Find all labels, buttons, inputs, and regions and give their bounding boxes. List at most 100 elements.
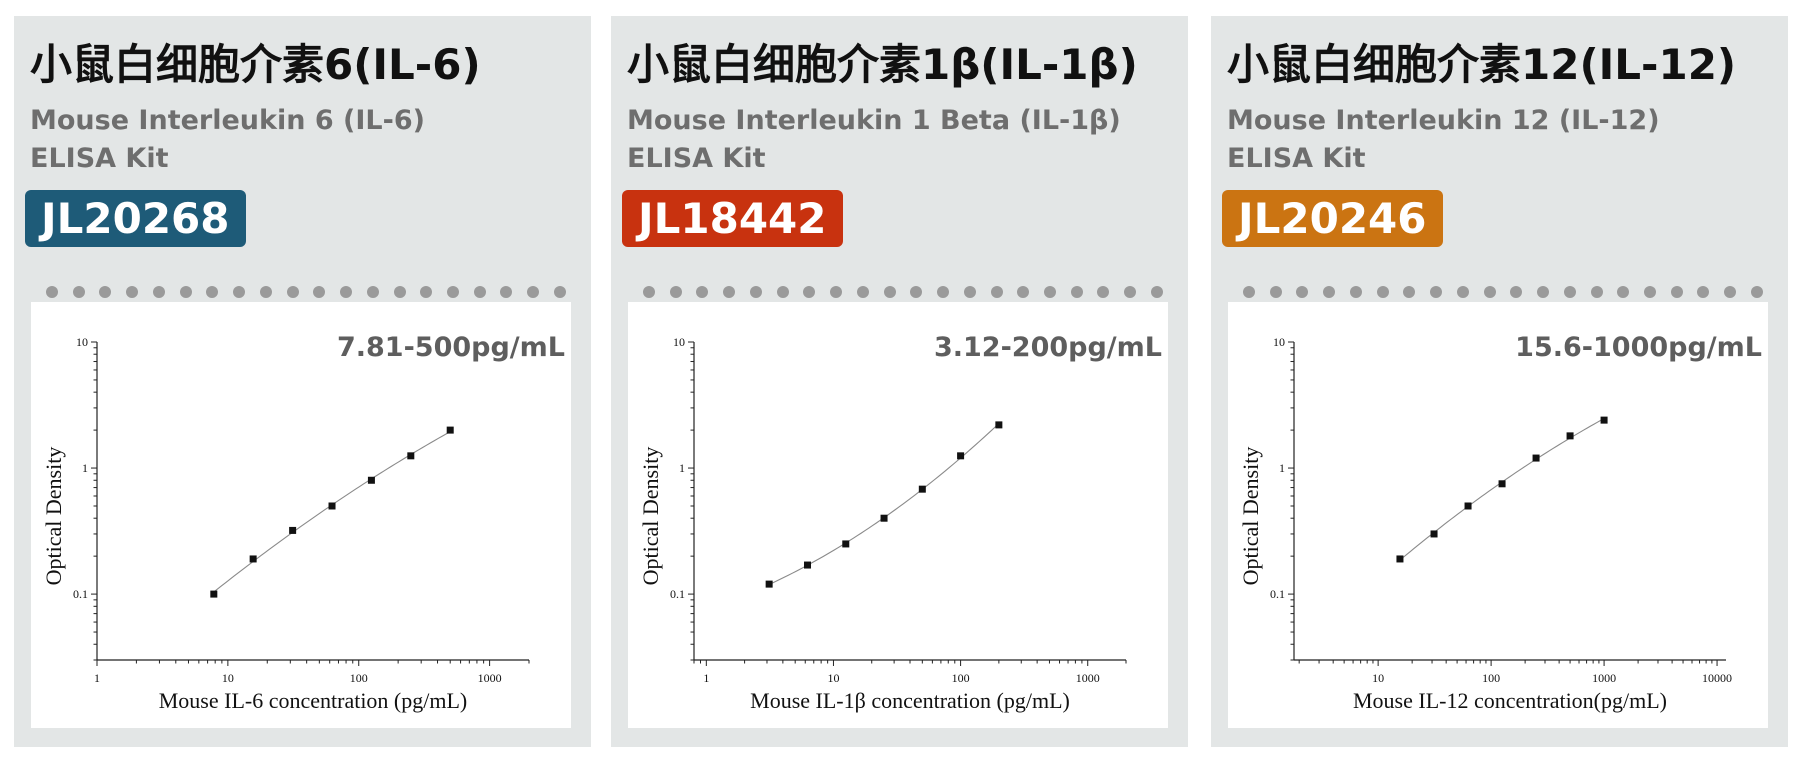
divider-dot bbox=[46, 286, 58, 298]
product-title-en-line2: ELISA Kit bbox=[1227, 143, 1366, 174]
x-tick-label: 1000 bbox=[1592, 671, 1616, 685]
y-axis-title: Optical Density bbox=[1238, 447, 1263, 586]
divider-dot bbox=[366, 286, 379, 298]
x-tick-label: 100 bbox=[1482, 671, 1500, 685]
divider-dot bbox=[1670, 286, 1683, 298]
divider-dot bbox=[990, 286, 1003, 298]
x-axis-title: Mouse IL-6 concentration (pg/mL) bbox=[159, 688, 468, 713]
data-point bbox=[804, 561, 812, 569]
x-tick-label: 10 bbox=[1372, 671, 1384, 685]
log-log-chart: 1 10 100 1000 0.1 1 10 Mouse IL-1β concentratio… bbox=[638, 335, 1127, 713]
divider-dot bbox=[643, 286, 655, 298]
divider-dot bbox=[776, 286, 789, 298]
dot-divider bbox=[1243, 285, 1763, 299]
fit-curve bbox=[213, 431, 451, 593]
divider-dot bbox=[1323, 286, 1336, 298]
data-point bbox=[1430, 530, 1438, 538]
divider-dot bbox=[749, 286, 762, 298]
x-axis-title: Mouse IL-1β concentration (pg/mL) bbox=[750, 688, 1070, 713]
detection-range: 7.81-500pg/mL bbox=[336, 332, 565, 363]
product-title-en-line2: ELISA Kit bbox=[627, 143, 766, 174]
divider-dot bbox=[286, 286, 299, 298]
divider-dot bbox=[1644, 286, 1657, 298]
divider-dot bbox=[1376, 286, 1389, 298]
data-point bbox=[957, 452, 965, 460]
data-point bbox=[1498, 480, 1506, 488]
y-tick-label: 10 bbox=[1273, 335, 1285, 349]
y-tick-label: 1 bbox=[1279, 461, 1285, 475]
fit-curve bbox=[1399, 418, 1605, 561]
divider-dot bbox=[723, 286, 736, 298]
divider-dot bbox=[152, 286, 165, 298]
divider-dot bbox=[696, 286, 709, 298]
data-point bbox=[249, 555, 257, 563]
divider-dot bbox=[803, 286, 816, 298]
divider-dot bbox=[937, 286, 950, 298]
divider-dot bbox=[1617, 286, 1630, 298]
x-tick-label: 1000 bbox=[478, 671, 502, 685]
data-point bbox=[880, 514, 888, 522]
data-point bbox=[367, 476, 375, 484]
divider-dot bbox=[1017, 286, 1030, 298]
product-title-cn: 小鼠白细胞介素1β(IL-1β) bbox=[627, 40, 1138, 89]
log-log-chart: 10 100 1000 10000 0.1 1 10 Mouse IL-12 concentr… bbox=[1238, 335, 1732, 713]
catalog-badge: JL20246 bbox=[1222, 190, 1443, 247]
divider-dot bbox=[340, 286, 353, 298]
divider-dot bbox=[527, 286, 540, 298]
x-tick-label: 10 bbox=[222, 671, 234, 685]
product-title-en: Mouse Interleukin 1 Beta (IL-1β) ELISA K… bbox=[627, 102, 1121, 178]
divider-dot bbox=[420, 286, 433, 298]
product-card-il12: 小鼠白细胞介素12(IL-12) Mouse Interleukin 12 (I… bbox=[1211, 16, 1788, 747]
divider-dot bbox=[1697, 286, 1710, 298]
chart-panel: 15.6-1000pg/mL 10 100 1000 10000 0.1 1 10 Mouse… bbox=[1228, 302, 1768, 728]
divider-dot bbox=[1097, 286, 1110, 298]
divider-dot bbox=[910, 286, 923, 298]
product-card-il6: 小鼠白细胞介素6(IL-6) Mouse Interleukin 6 (IL-6… bbox=[14, 16, 591, 747]
divider-dot bbox=[830, 286, 843, 298]
divider-dot bbox=[883, 286, 896, 298]
chart-panel: 7.81-500pg/mL 1 10 100 1000 0.1 1 10 Mouse IL-6… bbox=[31, 302, 571, 728]
divider-dot bbox=[553, 286, 566, 298]
divider-dot bbox=[1590, 286, 1603, 298]
divider-dot bbox=[1349, 286, 1362, 298]
divider-dot bbox=[1537, 286, 1550, 298]
divider-dot bbox=[1150, 286, 1163, 298]
y-tick-label: 0.1 bbox=[670, 587, 685, 601]
divider-dot bbox=[1070, 286, 1083, 298]
x-tick-label: 100 bbox=[350, 671, 368, 685]
divider-dot bbox=[1750, 286, 1763, 298]
x-axis-title: Mouse IL-12 concentration(pg/mL) bbox=[1353, 688, 1667, 713]
product-title-en: Mouse Interleukin 12 (IL-12) ELISA Kit bbox=[1227, 102, 1660, 178]
divider-dot bbox=[1563, 286, 1576, 298]
divider-dot bbox=[447, 286, 460, 298]
divider-dot bbox=[1430, 286, 1443, 298]
data-point bbox=[446, 426, 454, 434]
x-tick-label: 1 bbox=[703, 671, 709, 685]
y-tick-label: 0.1 bbox=[1270, 587, 1285, 601]
y-tick-label: 1 bbox=[679, 461, 685, 475]
divider-dot bbox=[856, 286, 869, 298]
divider-dot bbox=[1724, 286, 1737, 298]
product-title-cn: 小鼠白细胞介素12(IL-12) bbox=[1227, 40, 1737, 89]
divider-dot bbox=[179, 286, 192, 298]
divider-dot bbox=[669, 286, 682, 298]
data-point bbox=[289, 526, 297, 534]
y-axis-title: Optical Density bbox=[638, 447, 663, 586]
x-tick-label: 100 bbox=[952, 671, 970, 685]
divider-dot bbox=[233, 286, 246, 298]
divider-dot bbox=[500, 286, 513, 298]
fit-curve bbox=[768, 423, 1000, 585]
divider-dot bbox=[72, 286, 85, 298]
divider-dot bbox=[1456, 286, 1469, 298]
divider-dot bbox=[1296, 286, 1309, 298]
y-axis-title: Optical Density bbox=[41, 447, 66, 586]
divider-dot bbox=[1403, 286, 1416, 298]
data-point bbox=[1600, 416, 1608, 424]
product-title-en-line1: Mouse Interleukin 6 (IL-6) bbox=[30, 105, 425, 136]
data-point bbox=[995, 421, 1003, 429]
divider-dot bbox=[126, 286, 139, 298]
data-point bbox=[842, 540, 850, 548]
detection-range: 15.6-1000pg/mL bbox=[1515, 332, 1762, 363]
divider-dot bbox=[1124, 286, 1137, 298]
data-point bbox=[1566, 432, 1574, 440]
